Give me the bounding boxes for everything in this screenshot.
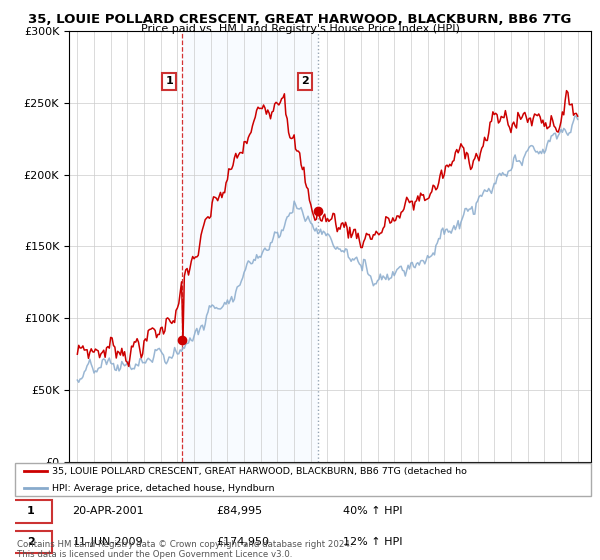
Text: 40% ↑ HPI: 40% ↑ HPI — [343, 506, 403, 516]
Text: Price paid vs. HM Land Registry's House Price Index (HPI): Price paid vs. HM Land Registry's House … — [140, 24, 460, 34]
Text: 2: 2 — [26, 537, 34, 547]
Text: 2: 2 — [301, 76, 309, 86]
Text: 1: 1 — [165, 76, 173, 86]
Text: 35, LOUIE POLLARD CRESCENT, GREAT HARWOOD, BLACKBURN, BB6 7TG (detached ho: 35, LOUIE POLLARD CRESCENT, GREAT HARWOO… — [52, 466, 467, 476]
Text: 20-APR-2001: 20-APR-2001 — [73, 506, 144, 516]
Text: 12% ↑ HPI: 12% ↑ HPI — [343, 537, 403, 547]
Text: Contains HM Land Registry data © Crown copyright and database right 2024.
This d: Contains HM Land Registry data © Crown c… — [17, 540, 352, 559]
Bar — [182, 31, 319, 462]
FancyBboxPatch shape — [9, 500, 52, 522]
Text: 11-JUN-2009: 11-JUN-2009 — [73, 537, 143, 547]
Text: 1: 1 — [26, 506, 34, 516]
Text: 35, LOUIE POLLARD CRESCENT, GREAT HARWOOD, BLACKBURN, BB6 7TG: 35, LOUIE POLLARD CRESCENT, GREAT HARWOO… — [28, 13, 572, 26]
Text: £84,995: £84,995 — [217, 506, 263, 516]
FancyBboxPatch shape — [15, 463, 591, 496]
Text: £174,950: £174,950 — [217, 537, 269, 547]
FancyBboxPatch shape — [9, 531, 52, 553]
Text: HPI: Average price, detached house, Hyndburn: HPI: Average price, detached house, Hynd… — [52, 484, 275, 493]
